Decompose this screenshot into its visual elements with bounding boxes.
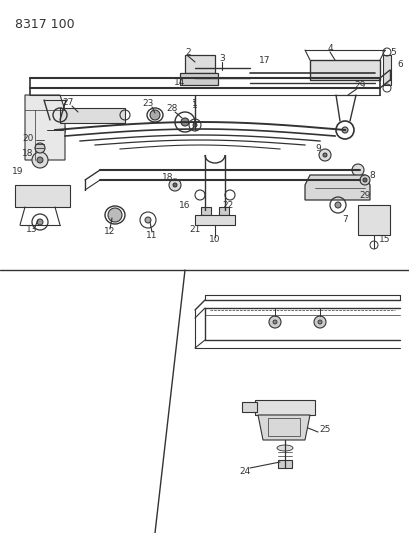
Circle shape <box>180 118 189 126</box>
Bar <box>60 108 125 123</box>
Bar <box>180 73 218 85</box>
Circle shape <box>173 183 177 187</box>
Circle shape <box>318 149 330 161</box>
Bar <box>184 55 214 73</box>
Bar <box>241 402 256 412</box>
Circle shape <box>108 208 122 222</box>
Circle shape <box>313 316 325 328</box>
Text: 8317 100: 8317 100 <box>15 18 74 31</box>
Text: 8: 8 <box>368 171 374 180</box>
Text: 18: 18 <box>22 149 34 157</box>
Polygon shape <box>25 95 65 160</box>
Bar <box>309 60 379 80</box>
Polygon shape <box>304 175 369 200</box>
Text: 25: 25 <box>319 425 330 434</box>
Circle shape <box>169 179 180 191</box>
Circle shape <box>362 178 366 182</box>
Text: 7: 7 <box>341 215 347 224</box>
Text: 15: 15 <box>378 236 390 245</box>
Text: 20: 20 <box>22 133 34 142</box>
Polygon shape <box>357 205 389 235</box>
Text: 16: 16 <box>179 200 190 209</box>
Text: 3: 3 <box>218 53 224 62</box>
Circle shape <box>37 157 43 163</box>
Text: 18: 18 <box>162 174 173 182</box>
Text: 28: 28 <box>166 103 177 112</box>
Text: 29: 29 <box>353 80 365 90</box>
Text: 5: 5 <box>389 47 395 56</box>
Bar <box>382 55 390 85</box>
Bar <box>254 400 314 415</box>
Text: 9: 9 <box>315 143 320 152</box>
Text: 12: 12 <box>104 228 115 237</box>
Circle shape <box>341 127 347 133</box>
Text: 19: 19 <box>12 167 24 176</box>
Text: 13: 13 <box>26 225 38 235</box>
Circle shape <box>51 126 59 134</box>
Bar <box>15 185 70 207</box>
Text: 4: 4 <box>326 44 332 52</box>
Bar <box>218 207 229 215</box>
Circle shape <box>32 152 48 168</box>
Text: 21: 21 <box>189 225 200 235</box>
Bar <box>267 418 299 436</box>
Text: 24: 24 <box>239 467 250 477</box>
Bar <box>195 215 234 225</box>
Text: 22: 22 <box>222 200 233 209</box>
Circle shape <box>317 320 321 324</box>
Circle shape <box>193 123 196 127</box>
Circle shape <box>272 320 276 324</box>
Text: 29: 29 <box>358 190 370 199</box>
Text: 11: 11 <box>146 230 157 239</box>
Text: 2: 2 <box>185 47 190 56</box>
Bar <box>200 207 211 215</box>
Text: 1: 1 <box>192 99 198 108</box>
Circle shape <box>268 316 280 328</box>
Text: 6: 6 <box>396 60 402 69</box>
Text: 10: 10 <box>209 236 220 245</box>
Ellipse shape <box>276 445 292 451</box>
Text: 23: 23 <box>142 99 153 108</box>
Circle shape <box>334 202 340 208</box>
Circle shape <box>37 219 43 225</box>
Text: 27: 27 <box>62 98 74 107</box>
Circle shape <box>351 164 363 176</box>
Text: 1: 1 <box>192 101 198 109</box>
Bar <box>277 460 291 468</box>
Polygon shape <box>257 415 309 440</box>
Text: 14: 14 <box>174 77 185 86</box>
Circle shape <box>145 217 151 223</box>
Circle shape <box>150 110 160 120</box>
Circle shape <box>359 175 369 185</box>
Circle shape <box>35 143 45 153</box>
Text: 17: 17 <box>258 55 270 64</box>
Circle shape <box>322 153 326 157</box>
